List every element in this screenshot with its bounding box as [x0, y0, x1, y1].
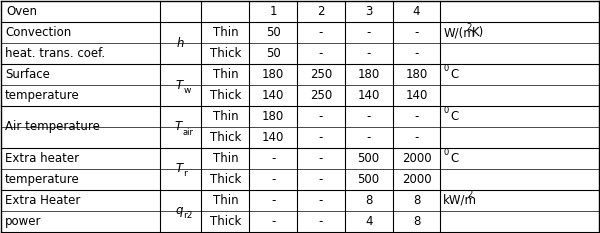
Text: 140: 140 [405, 89, 428, 102]
Text: air: air [182, 127, 193, 137]
Text: Thick: Thick [209, 131, 241, 144]
Text: 2: 2 [317, 5, 325, 18]
Text: 8: 8 [413, 194, 420, 207]
Text: -: - [319, 26, 323, 39]
Text: heat. trans. coef.: heat. trans. coef. [5, 47, 105, 60]
Text: 180: 180 [406, 68, 428, 81]
Text: 140: 140 [262, 89, 284, 102]
Text: 250: 250 [310, 89, 332, 102]
Text: Thin: Thin [212, 68, 238, 81]
Text: 2: 2 [466, 23, 471, 32]
Text: 2000: 2000 [401, 173, 431, 186]
Text: Air temperature: Air temperature [5, 120, 100, 134]
Text: 4: 4 [365, 215, 373, 228]
Text: 500: 500 [358, 152, 380, 165]
Text: -: - [367, 110, 371, 123]
Text: Surface: Surface [5, 68, 50, 81]
Text: kW/m: kW/m [443, 194, 478, 207]
Text: w: w [184, 86, 191, 95]
Text: Thin: Thin [212, 110, 238, 123]
Text: -: - [319, 173, 323, 186]
Text: -: - [414, 131, 419, 144]
Text: power: power [5, 215, 41, 228]
Text: -: - [319, 110, 323, 123]
Text: -: - [271, 194, 275, 207]
Text: T: T [175, 120, 182, 134]
Text: Thick: Thick [209, 89, 241, 102]
Text: Thin: Thin [212, 194, 238, 207]
Text: 3: 3 [365, 5, 373, 18]
Text: 8: 8 [365, 194, 373, 207]
Text: Extra heater: Extra heater [5, 152, 79, 165]
Text: Extra Heater: Extra Heater [5, 194, 80, 207]
Text: Thin: Thin [212, 26, 238, 39]
Text: r: r [184, 169, 187, 178]
Text: W/(m: W/(m [443, 26, 475, 39]
Text: r2: r2 [184, 211, 193, 220]
Text: -: - [367, 47, 371, 60]
Text: 180: 180 [262, 68, 284, 81]
Text: -: - [414, 110, 419, 123]
Text: 140: 140 [262, 131, 284, 144]
Text: temperature: temperature [5, 89, 80, 102]
Text: Thick: Thick [209, 215, 241, 228]
Text: -: - [367, 131, 371, 144]
Text: 2000: 2000 [401, 152, 431, 165]
Text: 0: 0 [443, 148, 449, 157]
Text: 0: 0 [443, 106, 449, 115]
Text: 50: 50 [266, 47, 281, 60]
Text: -: - [319, 131, 323, 144]
Text: Oven: Oven [6, 5, 37, 18]
Text: -: - [367, 26, 371, 39]
Text: -: - [271, 152, 275, 165]
Text: C: C [451, 110, 459, 123]
Text: T: T [176, 162, 183, 175]
Text: temperature: temperature [5, 173, 80, 186]
Text: h: h [177, 37, 184, 50]
Text: -: - [319, 47, 323, 60]
Text: 500: 500 [358, 173, 380, 186]
Text: Thin: Thin [212, 152, 238, 165]
Text: 50: 50 [266, 26, 281, 39]
Text: 250: 250 [310, 68, 332, 81]
Text: 1: 1 [269, 5, 277, 18]
Text: 180: 180 [262, 110, 284, 123]
Text: -: - [414, 47, 419, 60]
Text: -: - [319, 215, 323, 228]
Text: C: C [451, 152, 459, 165]
Text: T: T [176, 79, 183, 92]
Text: Convection: Convection [5, 26, 71, 39]
Text: -: - [319, 194, 323, 207]
Text: 180: 180 [358, 68, 380, 81]
Text: 140: 140 [358, 89, 380, 102]
Text: 4: 4 [413, 5, 420, 18]
Text: -: - [271, 173, 275, 186]
Text: 8: 8 [413, 215, 420, 228]
Text: -: - [319, 152, 323, 165]
Text: K): K) [472, 26, 484, 39]
Text: 0: 0 [443, 64, 449, 73]
Text: Thick: Thick [209, 47, 241, 60]
Text: q: q [176, 204, 183, 217]
Text: Thick: Thick [209, 173, 241, 186]
Text: -: - [414, 26, 419, 39]
Text: C: C [451, 68, 459, 81]
Text: 2: 2 [467, 190, 472, 199]
Text: -: - [271, 215, 275, 228]
